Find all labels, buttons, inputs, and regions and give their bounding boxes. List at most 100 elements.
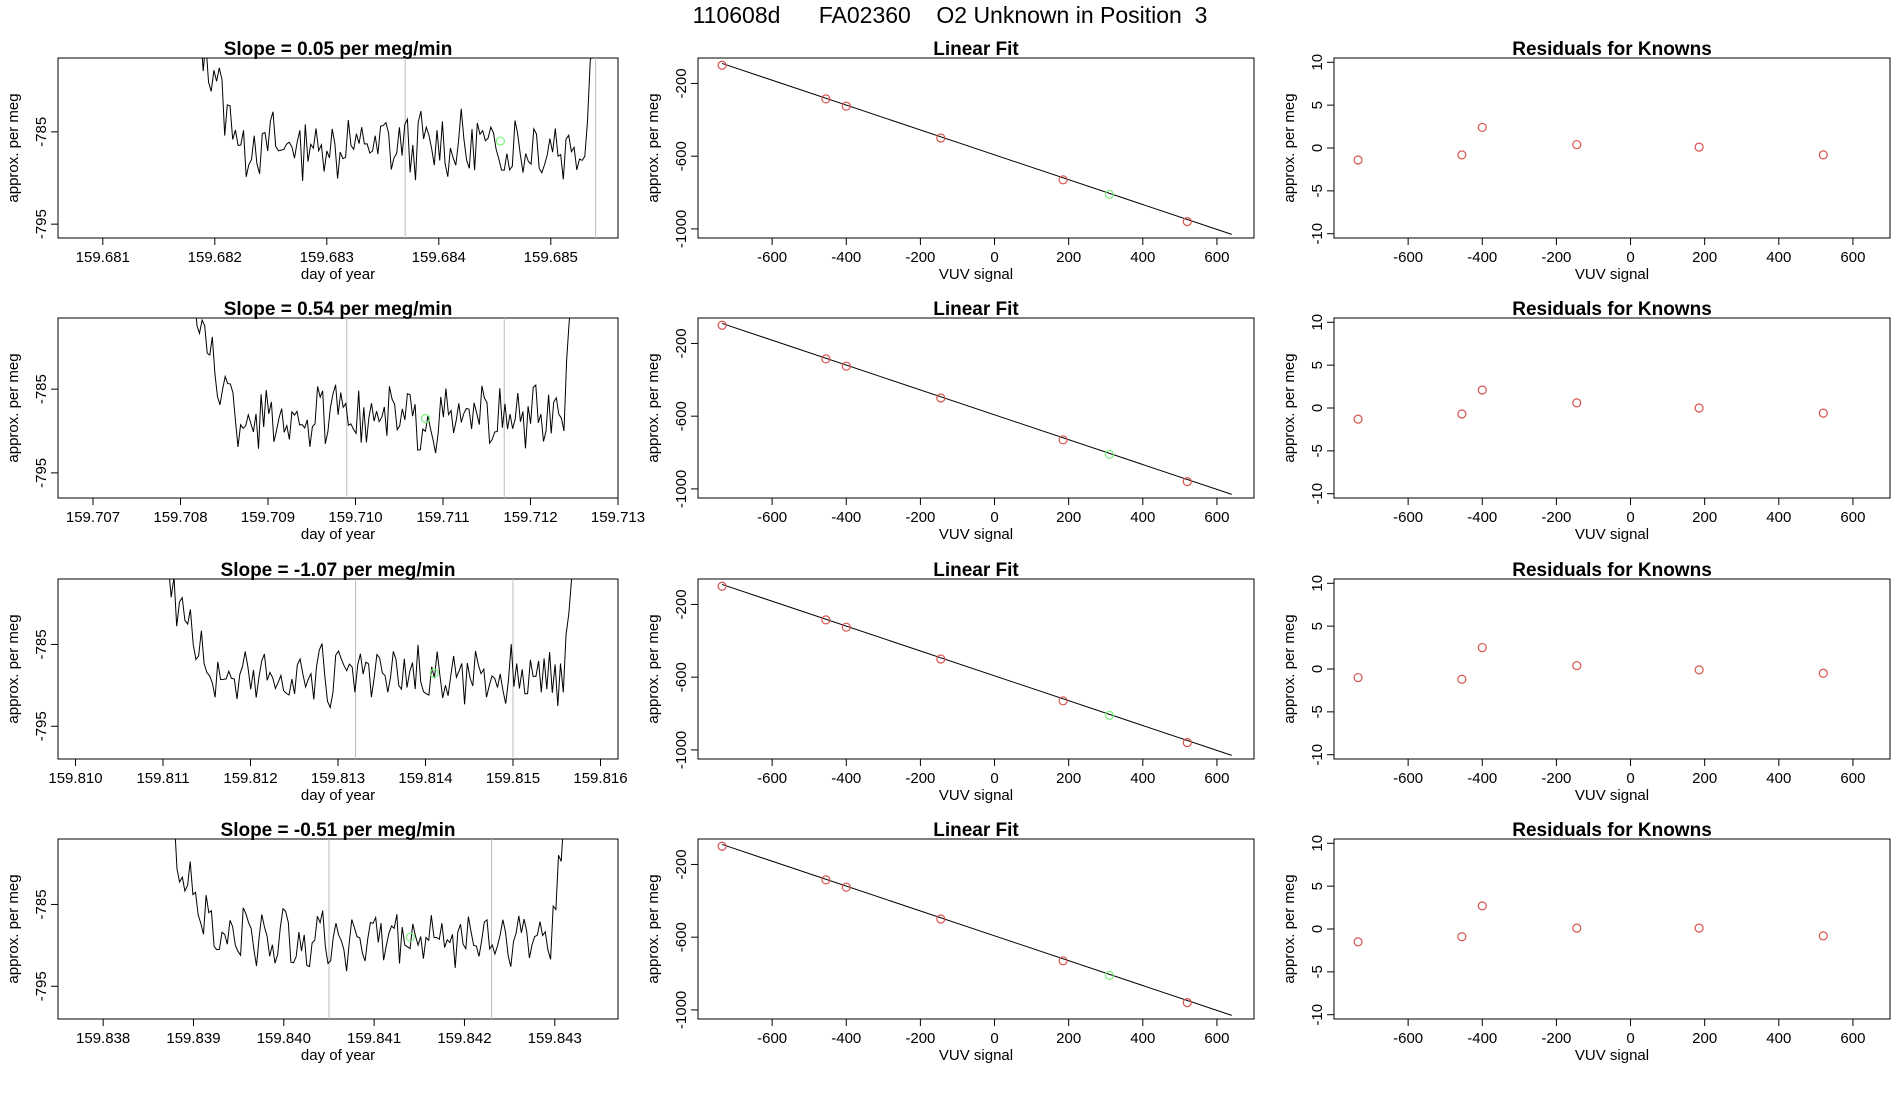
x-tick-label: 600	[1204, 770, 1229, 787]
x-tick-label: 159.812	[223, 770, 277, 787]
fit-line	[721, 62, 1232, 235]
panel-title: Slope = -0.51 per meg/min	[221, 820, 456, 841]
plot-frame	[1333, 57, 1891, 239]
x-tick-label: 400	[1130, 1030, 1155, 1047]
known-point	[936, 914, 946, 924]
panel-title: Slope = 0.05 per meg/min	[224, 39, 453, 60]
panel-residuals-2: Residuals for Knowns -600 -400 -200 0 200 400 6…	[1281, 299, 1891, 543]
x-tick-label: 0	[1626, 509, 1634, 526]
y-tick-label: -5	[1309, 705, 1326, 718]
plot-frame	[57, 838, 619, 1020]
x-tick-label: 600	[1840, 1030, 1865, 1047]
x-tick-label: 159.682	[188, 249, 242, 266]
x-tick-label: 600	[1204, 249, 1229, 266]
known-point	[1694, 665, 1704, 675]
y-tick-label: -795	[33, 209, 50, 239]
x-tick-label: -400	[1467, 509, 1497, 526]
x-tick-label: 0	[990, 509, 998, 526]
x-tick-label: 400	[1130, 509, 1155, 526]
known-point	[841, 361, 851, 371]
plot-frame	[57, 317, 619, 499]
y-tick-label: 10	[1309, 575, 1326, 592]
y-axis-label: approx. per meg	[5, 874, 22, 983]
x-tick-label: 159.710	[328, 509, 382, 526]
y-axis-label: approx. per meg	[1281, 353, 1298, 462]
unknown-point	[1104, 710, 1115, 720]
unknown-point	[429, 668, 439, 678]
x-tick-label: 0	[1626, 249, 1634, 266]
known-point	[717, 841, 727, 851]
known-point	[1182, 477, 1192, 487]
x-tick-label: -400	[831, 249, 861, 266]
x-tick-label: 159.813	[311, 770, 365, 787]
y-axis-label: approx. per meg	[5, 353, 22, 462]
known-point	[936, 654, 946, 664]
x-axis-label: day of year	[301, 266, 375, 283]
panel-title: Slope = 0.54 per meg/min	[224, 299, 453, 320]
x-tick-label: 159.840	[257, 1030, 311, 1047]
x-tick-label: 600	[1204, 1030, 1229, 1047]
y-tick-label: -1000	[673, 991, 690, 1029]
y-tick-label: -10	[1309, 1004, 1326, 1026]
y-tick-label: 0	[1309, 144, 1326, 152]
x-tick-label: 0	[990, 1030, 998, 1047]
y-tick-label: -600	[673, 922, 690, 952]
x-tick-label: -600	[1393, 770, 1423, 787]
panel-title: Residuals for Knowns	[1512, 820, 1712, 841]
x-tick-label: 400	[1766, 770, 1791, 787]
y-tick-label: 5	[1309, 101, 1326, 109]
y-tick-label: -795	[33, 971, 50, 1001]
known-point	[1353, 414, 1363, 424]
panel-title: Slope = -1.07 per meg/min	[221, 560, 456, 581]
fit-line	[721, 322, 1232, 495]
plot-frame	[697, 57, 1255, 239]
known-point	[1457, 932, 1467, 942]
known-point	[1694, 142, 1704, 152]
plot-frame	[697, 838, 1255, 1020]
x-tick-label: 159.814	[398, 770, 452, 787]
known-point	[841, 882, 851, 892]
x-tick-label: -400	[831, 770, 861, 787]
x-tick-label: -600	[757, 1030, 787, 1047]
known-point	[821, 875, 831, 885]
x-tick-label: 200	[1692, 770, 1717, 787]
known-point	[1058, 956, 1068, 966]
x-tick-label: 159.811	[136, 770, 189, 787]
known-point	[1572, 923, 1582, 933]
plot-area	[1353, 901, 1828, 947]
known-point	[821, 94, 831, 104]
x-axis-label: day of year	[301, 526, 375, 543]
plot-frame	[57, 578, 619, 760]
plot-area	[195, 318, 571, 498]
panel-linear-fit-1: Linear Fit -600 -400 -200 0 200 400 600 VUV sign…	[645, 39, 1255, 283]
panel-title: Linear Fit	[933, 39, 1019, 60]
known-point	[1058, 175, 1068, 185]
x-tick-label: -200	[905, 249, 935, 266]
unknown-point	[1104, 970, 1115, 980]
x-tick-label: 159.843	[528, 1030, 582, 1047]
plot-frame	[57, 57, 619, 239]
x-axis-label: VUV signal	[1575, 1047, 1649, 1064]
y-tick-label: -200	[673, 328, 690, 358]
x-tick-label: 400	[1130, 770, 1155, 787]
y-tick-label: -10	[1309, 744, 1326, 766]
x-tick-label: 0	[990, 770, 998, 787]
x-tick-label: 159.707	[66, 509, 120, 526]
x-tick-label: 159.713	[591, 509, 645, 526]
plot-area	[717, 841, 1232, 1016]
x-axis-label: VUV signal	[1575, 787, 1649, 804]
x-tick-label: -200	[905, 1030, 935, 1047]
x-tick-label: 159.810	[48, 770, 102, 787]
panel-timeseries-3: Slope = -1.07 per meg/min 159.810 159.811 1…	[5, 560, 628, 804]
x-tick-label: 159.681	[76, 249, 130, 266]
y-axis-label: approx. per meg	[645, 93, 662, 202]
x-tick-label: 159.712	[503, 509, 557, 526]
x-tick-label: 159.683	[300, 249, 354, 266]
x-tick-label: 200	[1692, 1030, 1717, 1047]
known-point	[1477, 642, 1487, 653]
panel-residuals-3: Residuals for Knowns -600 -400 -200 0 200 400 6…	[1281, 560, 1891, 804]
x-axis-label: day of year	[301, 1047, 375, 1064]
y-axis-label: approx. per meg	[645, 353, 662, 462]
x-tick-label: 400	[1766, 249, 1791, 266]
y-tick-label: 5	[1309, 622, 1326, 630]
